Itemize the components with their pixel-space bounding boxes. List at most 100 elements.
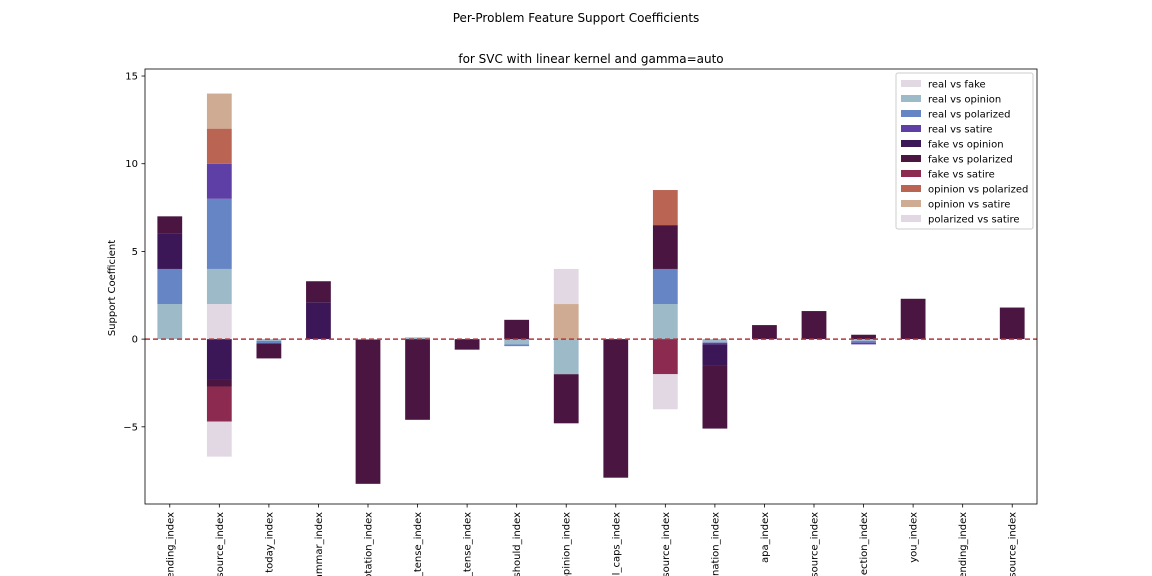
bar-segment xyxy=(652,190,678,226)
bar-segment xyxy=(851,339,876,341)
bar-segment xyxy=(306,281,331,303)
bar-segment xyxy=(306,302,331,340)
y-tick-label: −5 xyxy=(123,422,138,433)
legend-label: real vs satire xyxy=(928,125,993,136)
bar-segment xyxy=(702,342,728,345)
bar-segment xyxy=(206,268,232,305)
x-tick-label: should_index xyxy=(512,512,523,576)
bar-segment xyxy=(851,334,876,340)
x-tick-label: apa_index xyxy=(760,512,771,563)
bar-segment xyxy=(206,421,232,457)
x-tick-label: source_index xyxy=(215,512,226,576)
bar-segment xyxy=(405,337,430,340)
x-tick-label: ending_index xyxy=(165,512,176,576)
x-tick-label: _tense_index xyxy=(463,512,474,576)
bar-segment xyxy=(504,344,530,347)
bar-segment xyxy=(504,339,530,345)
axes: −5 0 5 10 15 ending_index source_index today_in… xyxy=(123,68,1038,576)
bar-segment xyxy=(999,307,1025,340)
legend-label: opinion vs satire xyxy=(928,200,1010,211)
bar-segment xyxy=(652,339,678,375)
bar-segment xyxy=(405,339,430,420)
legend-swatch xyxy=(901,170,921,177)
bar-segment xyxy=(206,386,232,422)
y-tick-label: 5 xyxy=(132,247,138,258)
y-tick-label: 10 xyxy=(125,159,138,170)
legend-label: fake vs opinion xyxy=(928,140,1004,151)
x-tick-label: ection_index xyxy=(859,512,870,575)
bar-segment xyxy=(652,304,678,340)
plot-background xyxy=(145,69,1037,504)
bar-segment xyxy=(256,339,282,341)
legend-label: real vs fake xyxy=(928,80,986,91)
bar-segment xyxy=(702,344,728,366)
y-tick-label: 15 xyxy=(125,72,138,83)
bar-segment xyxy=(157,233,183,269)
bar-segment xyxy=(206,304,232,340)
x-tick-label: source_index xyxy=(661,512,672,576)
bar-segment xyxy=(355,339,381,484)
bar-segment xyxy=(504,319,530,340)
bar-segment xyxy=(801,311,827,340)
bar-segment xyxy=(851,340,876,343)
bar-segment xyxy=(553,304,579,340)
legend-swatch xyxy=(901,185,921,192)
bar-segment xyxy=(752,325,777,340)
x-tick-label: opinion_index xyxy=(562,512,573,576)
x-tick-label: source_index xyxy=(810,512,821,576)
x-tick-label: grammar_index xyxy=(314,512,325,576)
bar-segment xyxy=(157,304,183,340)
legend-label: real vs polarized xyxy=(928,110,1010,121)
legend-swatch xyxy=(901,155,921,162)
legend-swatch xyxy=(901,215,921,222)
bar-segment xyxy=(553,339,579,375)
x-tick-label: nation_index xyxy=(710,512,721,576)
legend-swatch xyxy=(901,95,921,102)
bar-segment xyxy=(206,339,232,380)
bar-segment xyxy=(206,163,232,199)
y-tick-label: 0 xyxy=(132,335,138,346)
y-axis-label: Support Coefficient xyxy=(107,240,118,336)
legend: real vs fake real vs opinion real vs polar… xyxy=(895,72,1034,230)
legend-label: fake vs polarized xyxy=(928,155,1013,166)
bar-segment xyxy=(454,339,480,350)
legend-swatch xyxy=(901,80,921,87)
x-tick-label: ending_index xyxy=(958,512,969,576)
legend-label: fake vs satire xyxy=(928,170,995,181)
bar-segment xyxy=(553,374,579,424)
x-tick-label: today_index xyxy=(264,512,275,573)
legend-swatch xyxy=(901,125,921,132)
bar-segment xyxy=(256,343,282,359)
chart-title: Per-Problem Feature Support Coefficients xyxy=(453,11,700,25)
bar-segment xyxy=(206,198,232,269)
bar-segment xyxy=(206,128,232,164)
bar-segment xyxy=(206,93,232,129)
bar-segment xyxy=(851,342,876,345)
legend-label: real vs opinion xyxy=(928,95,1001,106)
bar-segment xyxy=(702,365,728,429)
legend-swatch xyxy=(901,140,921,147)
bar-segment xyxy=(206,379,232,387)
x-tick-label: quotation_index xyxy=(364,512,375,576)
bar-segment xyxy=(603,339,629,478)
plot-area xyxy=(145,69,1037,504)
bar-segment xyxy=(256,340,282,344)
bar-segment xyxy=(652,268,678,305)
bar-segment xyxy=(157,216,183,234)
x-tick-label: _tense_index xyxy=(413,512,424,576)
x-tick-label: l_caps_index xyxy=(611,512,622,575)
bar-segment xyxy=(157,268,183,305)
bar-segment xyxy=(900,298,926,340)
bar-segment xyxy=(702,339,728,343)
x-tick-label: you_index xyxy=(909,512,920,563)
legend-label: opinion vs polarized xyxy=(928,185,1028,196)
bar-segment xyxy=(652,225,678,269)
chart-subtitle: for SVC with linear kernel and gamma=aut… xyxy=(458,52,723,66)
legend-box xyxy=(895,72,1034,230)
legend-swatch xyxy=(901,200,921,207)
plot-frame xyxy=(144,68,1038,505)
legend-label: polarized vs satire xyxy=(928,215,1020,226)
bar-segment xyxy=(553,268,579,305)
x-tick-label: source_index xyxy=(1008,512,1019,576)
